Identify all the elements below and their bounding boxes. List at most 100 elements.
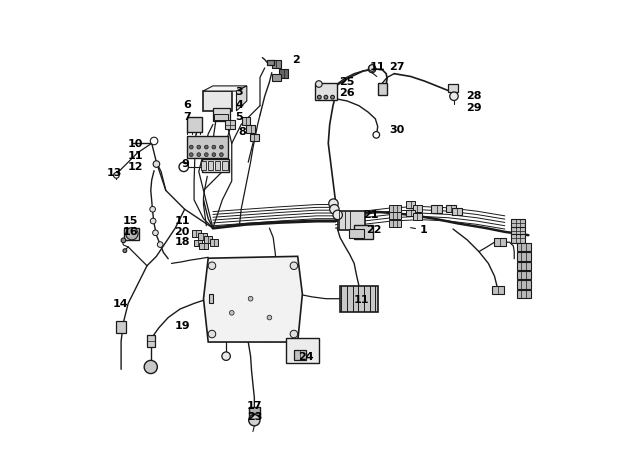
Circle shape bbox=[229, 311, 234, 315]
Text: 21: 21 bbox=[363, 210, 378, 220]
Text: 17: 17 bbox=[247, 401, 262, 411]
Circle shape bbox=[222, 352, 230, 361]
Circle shape bbox=[373, 132, 380, 138]
Bar bbox=[222, 161, 227, 170]
Bar bbox=[242, 117, 250, 124]
Text: 13: 13 bbox=[107, 168, 122, 178]
Bar bbox=[517, 271, 530, 279]
Bar bbox=[511, 234, 525, 243]
Circle shape bbox=[113, 172, 119, 178]
Bar bbox=[294, 351, 306, 360]
Polygon shape bbox=[203, 86, 247, 91]
Bar bbox=[272, 74, 280, 81]
Bar bbox=[203, 91, 232, 111]
Text: 11: 11 bbox=[354, 294, 370, 304]
Circle shape bbox=[316, 81, 322, 87]
Text: 5: 5 bbox=[235, 112, 243, 122]
Bar bbox=[511, 227, 525, 235]
Circle shape bbox=[204, 153, 208, 157]
Bar bbox=[279, 69, 288, 78]
Bar bbox=[340, 286, 378, 312]
Bar bbox=[194, 240, 202, 247]
Text: 2: 2 bbox=[292, 55, 300, 65]
Circle shape bbox=[197, 153, 201, 157]
Text: 18: 18 bbox=[174, 237, 190, 247]
Bar bbox=[215, 161, 220, 170]
Circle shape bbox=[220, 153, 223, 157]
Bar bbox=[354, 225, 373, 239]
Text: 27: 27 bbox=[389, 62, 405, 72]
Bar bbox=[431, 206, 442, 213]
Circle shape bbox=[212, 153, 216, 157]
Text: 25: 25 bbox=[339, 77, 354, 87]
Circle shape bbox=[317, 95, 321, 99]
Bar bbox=[249, 134, 259, 142]
Circle shape bbox=[204, 145, 208, 149]
Text: 29: 29 bbox=[467, 103, 482, 113]
Circle shape bbox=[208, 330, 216, 338]
Bar bbox=[517, 252, 530, 261]
Polygon shape bbox=[237, 86, 247, 111]
Circle shape bbox=[220, 145, 223, 149]
Bar bbox=[406, 210, 415, 216]
Text: 6: 6 bbox=[184, 100, 192, 110]
Bar bbox=[246, 125, 255, 133]
Bar bbox=[125, 228, 139, 239]
Circle shape bbox=[123, 249, 127, 253]
Bar bbox=[492, 286, 504, 294]
Text: 10: 10 bbox=[127, 139, 142, 149]
Bar bbox=[209, 294, 213, 303]
Bar bbox=[210, 239, 218, 246]
Text: 20: 20 bbox=[174, 227, 190, 237]
Bar bbox=[187, 136, 229, 158]
Bar bbox=[187, 117, 202, 132]
Circle shape bbox=[449, 92, 458, 101]
Circle shape bbox=[150, 207, 156, 212]
Bar bbox=[225, 120, 235, 129]
Bar bbox=[147, 335, 154, 347]
Bar bbox=[249, 408, 260, 418]
Text: 15: 15 bbox=[123, 216, 138, 226]
Text: 8: 8 bbox=[239, 127, 247, 137]
Text: 11: 11 bbox=[369, 62, 385, 72]
Bar bbox=[517, 290, 530, 298]
Text: 12: 12 bbox=[127, 162, 142, 172]
Text: 28: 28 bbox=[467, 91, 482, 101]
Circle shape bbox=[324, 95, 328, 99]
Bar bbox=[413, 205, 422, 211]
Text: 11: 11 bbox=[127, 151, 142, 161]
Circle shape bbox=[150, 137, 158, 145]
Circle shape bbox=[249, 415, 260, 426]
Circle shape bbox=[179, 162, 189, 171]
Circle shape bbox=[189, 145, 193, 149]
Text: 23: 23 bbox=[247, 412, 262, 422]
Bar bbox=[213, 107, 230, 121]
Bar bbox=[413, 213, 422, 220]
Circle shape bbox=[329, 199, 338, 209]
Text: 16: 16 bbox=[123, 227, 138, 237]
Circle shape bbox=[330, 95, 334, 99]
Bar bbox=[204, 236, 213, 243]
Text: 9: 9 bbox=[181, 159, 189, 169]
Bar bbox=[389, 205, 401, 212]
Circle shape bbox=[197, 145, 201, 149]
Bar bbox=[451, 208, 462, 215]
Circle shape bbox=[144, 361, 158, 373]
Circle shape bbox=[330, 205, 339, 214]
Bar bbox=[315, 83, 337, 100]
Bar bbox=[517, 280, 530, 289]
Circle shape bbox=[208, 262, 216, 269]
Text: 4: 4 bbox=[235, 100, 244, 110]
Bar bbox=[389, 220, 401, 227]
Text: 14: 14 bbox=[113, 299, 128, 309]
Bar bbox=[349, 229, 363, 238]
Text: 11: 11 bbox=[174, 217, 190, 227]
Circle shape bbox=[158, 242, 163, 247]
Bar bbox=[272, 60, 281, 68]
Circle shape bbox=[126, 228, 138, 240]
Circle shape bbox=[248, 296, 253, 301]
Circle shape bbox=[290, 330, 298, 338]
Bar bbox=[266, 59, 274, 65]
Circle shape bbox=[189, 153, 193, 157]
Bar bbox=[517, 262, 530, 270]
